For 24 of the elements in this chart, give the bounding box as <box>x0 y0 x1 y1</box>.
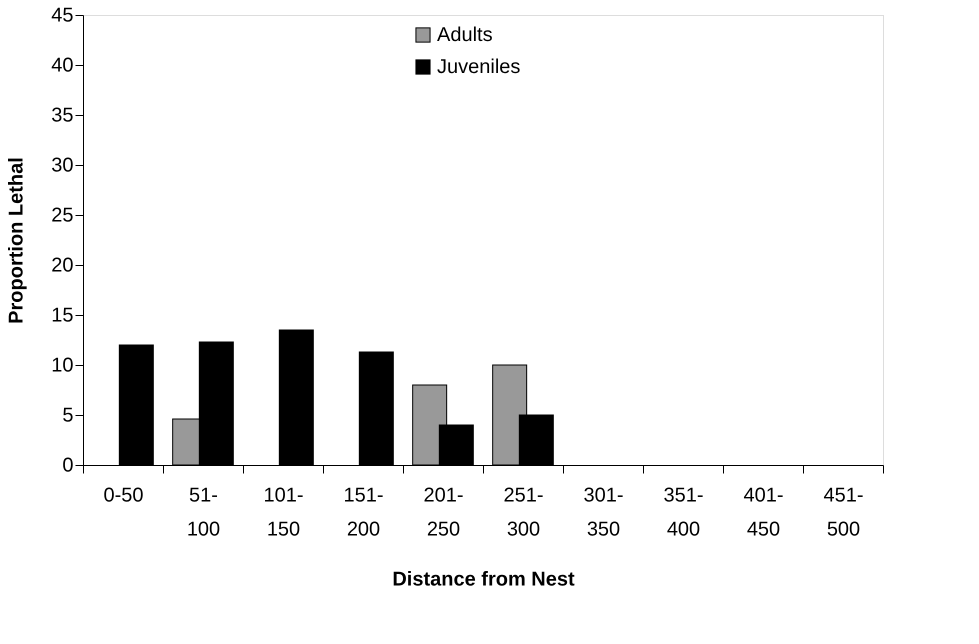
y-tick-label: 25 <box>51 204 74 226</box>
y-tick-label: 10 <box>51 354 74 376</box>
legend-label: Juveniles <box>437 56 520 78</box>
x-tick-label: 51-100 <box>186 484 220 540</box>
x-tick-label: 401-450 <box>743 484 784 540</box>
x-tick-label: 251-300 <box>503 484 544 540</box>
y-tick-label: 15 <box>51 304 74 326</box>
x-tick-label: 451-500 <box>823 484 864 540</box>
y-tick-label: 30 <box>51 154 74 176</box>
x-tick-label: 101-150 <box>263 484 304 540</box>
y-axis-title: Proportion Lethal <box>5 157 28 324</box>
x-tick-label: 201-250 <box>423 484 464 540</box>
y-tick-label: 45 <box>51 4 74 26</box>
legend-label: Adults <box>437 24 493 46</box>
x-tick-label: 151-200 <box>343 484 384 540</box>
y-tick-label: 35 <box>51 104 74 126</box>
x-tick-label: 351-400 <box>663 484 704 540</box>
y-tick-label: 40 <box>51 54 74 76</box>
y-tick-label: 5 <box>62 404 74 426</box>
y-tick-label: 0 <box>62 454 74 476</box>
x-tick-label: 0-50 <box>103 484 144 506</box>
y-tick-label: 20 <box>51 254 74 276</box>
x-axis-title: Distance from Nest <box>392 568 575 590</box>
x-tick-label: 301-350 <box>583 484 624 540</box>
